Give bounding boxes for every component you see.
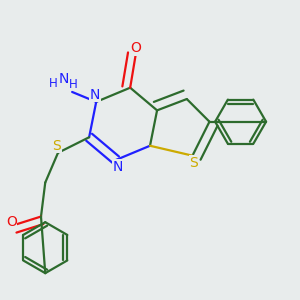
Text: N: N <box>58 72 69 86</box>
Text: S: S <box>190 156 198 170</box>
Text: H: H <box>50 77 58 90</box>
Text: N: N <box>112 160 123 174</box>
Text: N: N <box>90 88 100 102</box>
Text: S: S <box>52 139 61 153</box>
Text: H: H <box>69 78 78 92</box>
Text: O: O <box>6 215 17 229</box>
Text: O: O <box>130 41 141 55</box>
